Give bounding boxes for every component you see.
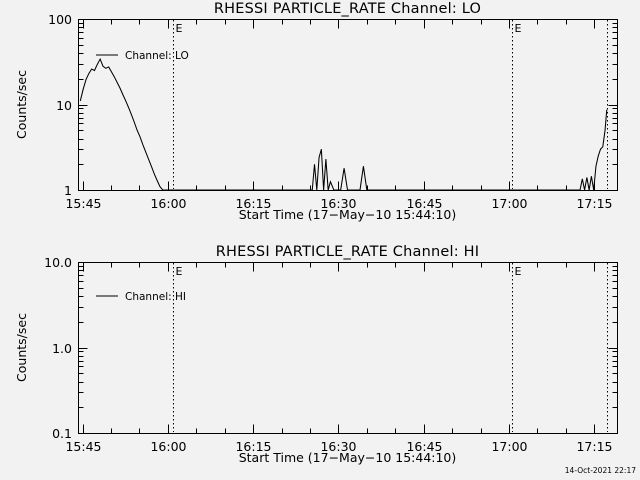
panel-lo-xtick-label: 16:45 [406,196,442,211]
panel-hi-xaxis-label: Start Time (17−May−10 15:44:10) [239,450,457,465]
panel-lo-ytick-label: 100 [48,12,72,27]
panel-hi-xtick-label: 16:45 [406,439,442,454]
panel-lo-event-label: E [515,22,522,35]
panel-hi-plot-frame [77,261,619,435]
panel-lo-yaxis-label: Counts/sec [14,70,29,139]
panel-hi-xtick-label: 16:00 [150,439,186,454]
panel-lo-xaxis-label: Start Time (17−May−10 15:44:10) [239,207,457,222]
panel-lo-xtick-label: 16:30 [320,196,356,211]
panel-hi-title: RHESSI PARTICLE_RATE Channel: HI [216,244,479,260]
panel-hi-legend-label: Channel: HI [125,291,186,303]
panel-hi-xtick-label: 16:30 [320,439,356,454]
panel-lo-xtick-label: 16:00 [150,196,186,211]
panel-hi-ytick-label: 10.0 [44,255,72,270]
panel-lo-plot-frame [77,18,619,192]
panel-lo-data-series [79,57,608,191]
panel-hi-event-label: E [176,265,183,278]
panel-hi-yaxis-label: Counts/sec [14,313,29,382]
panel-lo-ytick-label: 1 [64,183,72,198]
panel-lo-xtick-label: 16:15 [235,196,271,211]
panel-hi-xtick-label: 15:45 [65,439,101,454]
panel-hi-xtick-label: 17:15 [576,439,612,454]
panel-lo-title: RHESSI PARTICLE_RATE Channel: LO [214,1,481,17]
panel-lo-event-label: E [176,22,183,35]
panel-lo-xtick-label: 17:15 [576,196,612,211]
panel-hi-event-label: E [515,265,522,278]
panel-lo-ytick-label: 10 [56,98,72,113]
generation-timestamp: 14-Oct-2021 22:17 [565,466,636,475]
panel-lo-xtick-label: 15:45 [65,196,101,211]
panel-lo-xtick-label: 17:00 [491,196,527,211]
panel-hi-xtick-label: 17:00 [491,439,527,454]
panel-lo-legend-label: Channel: LO [125,50,189,62]
panel-hi-ytick-label: 1.0 [52,341,72,356]
panel-hi-ytick-label: 0.1 [52,426,72,441]
panel-hi-xtick-label: 16:15 [235,439,271,454]
